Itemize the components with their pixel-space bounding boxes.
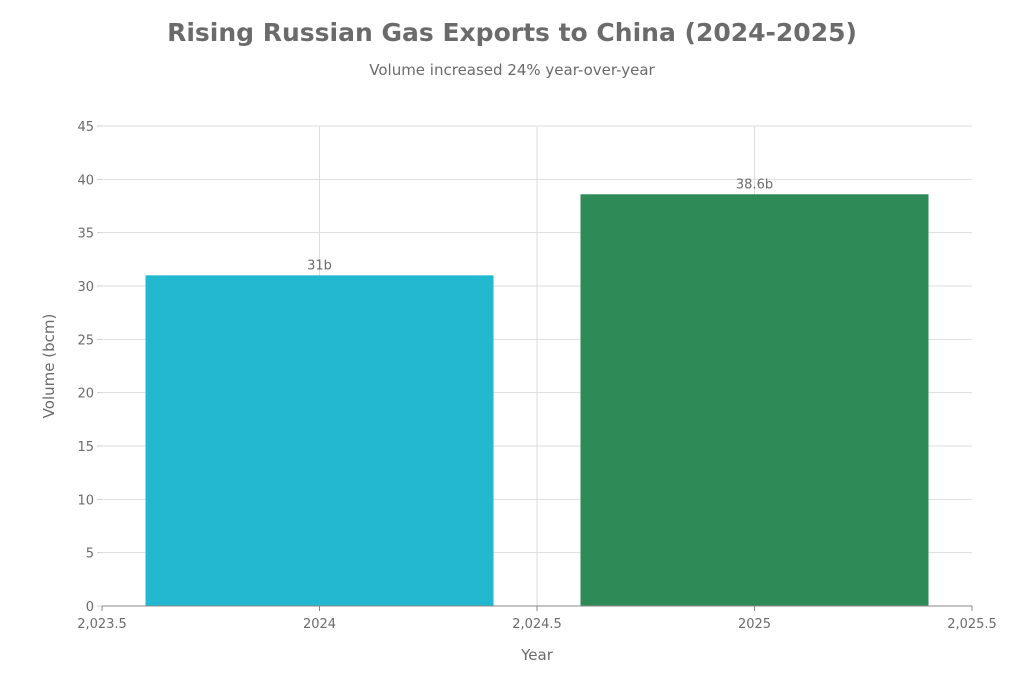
y-tick-label: 30	[77, 280, 94, 295]
x-tick-label: 2024	[303, 617, 336, 632]
y-axis-label: Volume (bcm)	[40, 314, 58, 419]
y-axis-ticks: 0 5 10 15 20 25 30 35 40 45	[77, 120, 102, 615]
x-axis-ticks: 2,023.5 2024 2,024.5 2025 2,025.5	[77, 606, 997, 632]
y-tick-label: 15	[77, 440, 94, 455]
x-tick-label: 2,025.5	[947, 617, 997, 632]
y-tick-label: 40	[77, 173, 94, 188]
bar-value-label: 38.6b	[736, 177, 773, 192]
bar-labels: 31b 38.6b	[307, 177, 773, 273]
y-tick-label: 35	[77, 227, 94, 242]
y-tick-label: 5	[86, 547, 94, 562]
bars	[145, 194, 929, 606]
y-tick-label: 10	[77, 493, 94, 508]
bar-2025[interactable]	[580, 194, 929, 606]
x-tick-label: 2,024.5	[512, 617, 562, 632]
y-tick-label: 0	[86, 600, 94, 615]
y-tick-label: 45	[77, 120, 94, 135]
x-tick-label: 2025	[738, 617, 771, 632]
bar-value-label: 31b	[307, 258, 332, 273]
y-tick-label: 25	[77, 333, 94, 348]
y-tick-label: 20	[77, 387, 94, 402]
x-axis-label: Year	[520, 646, 554, 664]
chart-subtitle: Volume increased 24% year-over-year	[369, 61, 655, 79]
bar-2024[interactable]	[145, 275, 494, 606]
x-tick-label: 2,023.5	[77, 617, 127, 632]
chart-title: Rising Russian Gas Exports to China (202…	[167, 18, 857, 47]
